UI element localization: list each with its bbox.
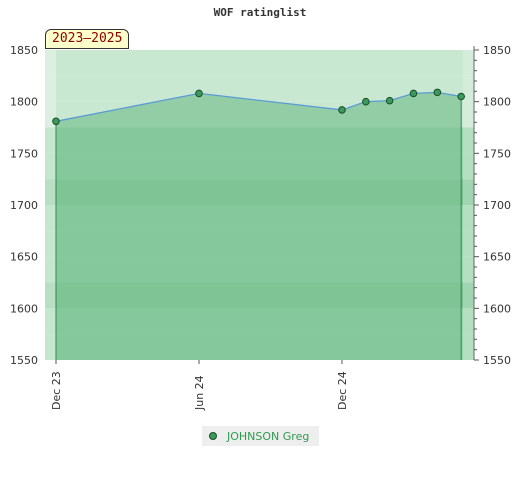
x-tick-label: Dec 23 [50, 371, 63, 410]
y-tick-label-right: 1550 [483, 354, 511, 367]
y-tick-label-left: 1800 [10, 96, 38, 109]
y-tick-label-left: 1700 [10, 199, 38, 212]
data-point [52, 117, 60, 126]
data-point [457, 92, 465, 101]
axes: 1550 1550 1600 1600 1650 1650 1700 1700 1750 1750… [10, 44, 511, 411]
y-tick-label-right: 1700 [483, 199, 511, 212]
area-fill [56, 92, 462, 360]
data-point [362, 97, 370, 106]
x-tick-label: Jun 24 [193, 375, 206, 411]
series-line-path [55, 91, 462, 122]
period-badge: 2023–2025 [45, 29, 130, 49]
y-tick-label-right: 1650 [483, 251, 511, 264]
legend[interactable]: JOHNSON Greg [202, 426, 319, 446]
y-tick-label-right: 1600 [483, 302, 511, 315]
y-tick-label-left: 1750 [10, 147, 38, 160]
y-tick-label-left: 1600 [10, 302, 38, 315]
y-tick-label-left: 1850 [10, 44, 38, 57]
chart-title: WOF ratinglist [213, 6, 307, 19]
data-point [338, 106, 346, 114]
band-edge [463, 50, 474, 360]
y-tick-label-left: 1550 [10, 354, 38, 367]
legend-marker-icon [209, 432, 217, 440]
data-point [195, 89, 203, 98]
x-tick-label: Dec 24 [336, 371, 349, 410]
series-line [55, 91, 462, 122]
data-markers [52, 88, 465, 126]
y-tick-label-right: 1750 [483, 147, 511, 160]
y-tick-label-right: 1800 [483, 96, 511, 109]
data-point [385, 96, 394, 105]
drop-lines [55, 96, 462, 360]
data-point [433, 88, 442, 97]
y-tick-label-right: 1850 [483, 44, 511, 57]
data-point [409, 89, 418, 98]
legend-label: JOHNSON Greg [227, 429, 310, 443]
area-fill-shape [56, 92, 462, 360]
y-tick-label-left: 1650 [10, 251, 38, 264]
band [45, 50, 474, 76]
band-edge [45, 50, 56, 360]
